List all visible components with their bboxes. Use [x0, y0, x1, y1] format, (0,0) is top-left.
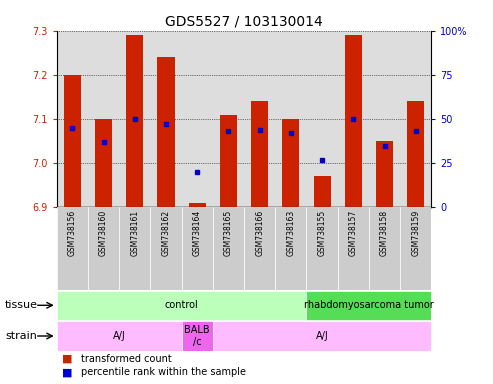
Text: transformed count: transformed count — [81, 354, 172, 364]
Text: BALB
/c: BALB /c — [184, 325, 210, 347]
Bar — [126, 35, 143, 207]
Text: GSM738159: GSM738159 — [411, 210, 420, 256]
Bar — [57, 321, 181, 351]
Bar — [307, 207, 338, 290]
Bar — [119, 207, 150, 290]
Text: GSM738158: GSM738158 — [380, 210, 389, 256]
Bar — [244, 207, 275, 290]
Bar — [213, 207, 244, 290]
Text: A/J: A/J — [113, 331, 126, 341]
Bar — [407, 101, 424, 207]
Bar — [251, 101, 268, 207]
Text: A/J: A/J — [316, 331, 328, 341]
Text: GSM738163: GSM738163 — [286, 210, 295, 256]
Text: GSM738156: GSM738156 — [68, 210, 77, 256]
Text: tissue: tissue — [5, 300, 38, 310]
Bar — [275, 207, 307, 290]
Text: GDS5527 / 103130014: GDS5527 / 103130014 — [165, 15, 323, 29]
Text: GSM738162: GSM738162 — [162, 210, 171, 256]
Text: ■: ■ — [62, 354, 72, 364]
Text: GSM738157: GSM738157 — [349, 210, 358, 256]
Bar — [338, 207, 369, 290]
Bar — [150, 207, 181, 290]
Bar — [64, 75, 81, 207]
Bar — [213, 321, 431, 351]
Text: GSM738166: GSM738166 — [255, 210, 264, 256]
Text: rhabdomyosarcoma tumor: rhabdomyosarcoma tumor — [304, 300, 434, 310]
Bar — [57, 291, 307, 320]
Text: ■: ■ — [62, 367, 72, 377]
Text: GSM738165: GSM738165 — [224, 210, 233, 256]
Bar — [282, 119, 299, 207]
Bar — [157, 57, 175, 207]
Bar — [307, 291, 431, 320]
Bar — [181, 207, 213, 290]
Bar — [220, 115, 237, 207]
Text: GSM738160: GSM738160 — [99, 210, 108, 256]
Bar — [189, 203, 206, 207]
Bar — [345, 35, 362, 207]
Text: GSM738161: GSM738161 — [130, 210, 139, 256]
Bar — [400, 207, 431, 290]
Text: strain: strain — [5, 331, 37, 341]
Bar — [369, 207, 400, 290]
Bar — [376, 141, 393, 207]
Bar — [88, 207, 119, 290]
Bar — [314, 177, 331, 207]
Text: control: control — [165, 300, 199, 310]
Bar — [95, 119, 112, 207]
Bar — [57, 207, 88, 290]
Text: percentile rank within the sample: percentile rank within the sample — [81, 367, 246, 377]
Text: GSM738164: GSM738164 — [193, 210, 202, 256]
Text: GSM738155: GSM738155 — [317, 210, 326, 256]
Bar — [181, 321, 213, 351]
